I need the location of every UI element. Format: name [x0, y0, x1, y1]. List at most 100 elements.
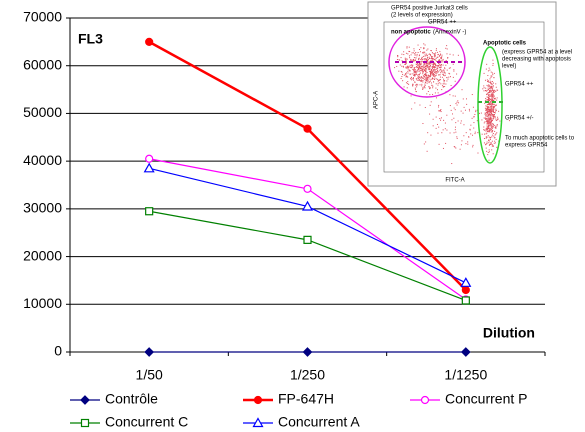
dot [469, 110, 470, 111]
dot [431, 85, 432, 86]
dot [490, 114, 491, 115]
dot [434, 76, 435, 77]
dot [407, 83, 408, 84]
dot [481, 113, 482, 114]
dot [417, 63, 418, 64]
dot [433, 67, 434, 68]
dot [486, 106, 487, 107]
dot [445, 48, 446, 49]
dot [486, 121, 487, 122]
dot [496, 105, 497, 106]
dot [492, 90, 493, 91]
dot [423, 43, 424, 44]
inset-text: GPR54 +/- [505, 116, 534, 122]
dot [438, 127, 439, 128]
dot [485, 114, 486, 115]
dot [491, 95, 492, 96]
dot [404, 75, 405, 76]
dot [413, 48, 414, 49]
dot [415, 88, 416, 89]
dot [455, 96, 456, 97]
dot [424, 58, 425, 59]
dot [485, 118, 486, 119]
y-tick-label: 30000 [23, 200, 62, 216]
dot [489, 130, 490, 131]
dot [405, 58, 406, 59]
dot [432, 52, 433, 53]
dot [417, 70, 418, 71]
dot [419, 105, 420, 106]
dot [443, 129, 444, 130]
dot [485, 90, 486, 91]
dot [431, 56, 432, 57]
dot [447, 79, 448, 80]
dot [470, 133, 471, 134]
dot [456, 74, 457, 75]
dot [483, 85, 484, 86]
dot [487, 129, 488, 130]
y-tick-label: 40000 [23, 152, 62, 168]
dot [437, 85, 438, 86]
dot [498, 111, 499, 112]
dot [437, 89, 438, 90]
dot [434, 59, 435, 60]
dot [407, 71, 408, 72]
dot [438, 83, 439, 84]
dot [429, 57, 430, 58]
y-tick-label: 10000 [23, 295, 62, 311]
dot [477, 132, 478, 133]
dot [396, 66, 397, 67]
dot [426, 76, 427, 77]
dot [430, 54, 431, 55]
dot [422, 123, 423, 124]
dot [427, 60, 428, 61]
dot [444, 86, 445, 87]
dot [408, 84, 409, 85]
dot [415, 52, 416, 53]
dot [495, 105, 496, 106]
inset: GPR54 positive Jurkat3 cells(2 levels of… [368, 2, 575, 186]
dot [428, 77, 429, 78]
dot [492, 95, 493, 96]
dot [433, 64, 434, 65]
dot [473, 122, 474, 123]
dot [494, 117, 495, 118]
dot [423, 52, 424, 53]
dot [455, 122, 456, 123]
dot [443, 70, 444, 71]
dot [425, 56, 426, 57]
dot [487, 131, 488, 132]
dot [440, 74, 441, 75]
dot [412, 66, 413, 67]
dot [494, 131, 495, 132]
dot [488, 140, 489, 141]
dot [487, 108, 488, 109]
dot [435, 71, 436, 72]
dot [436, 71, 437, 72]
dot [491, 121, 492, 122]
dot [494, 141, 495, 142]
dot [422, 71, 423, 72]
dot [483, 126, 484, 127]
dot [442, 61, 443, 62]
dot [492, 120, 493, 121]
dot [436, 75, 437, 76]
dot [439, 111, 440, 112]
dot [415, 60, 416, 61]
dot [445, 123, 446, 124]
dot [421, 57, 422, 58]
dot [432, 94, 433, 95]
dot [416, 72, 417, 73]
dot [407, 67, 408, 68]
dot [486, 151, 487, 152]
dot [446, 130, 447, 131]
dot [491, 105, 492, 106]
dot [435, 52, 436, 53]
dot [492, 119, 493, 120]
inset-text: To much apoptotic cells to [505, 136, 575, 142]
dot [416, 86, 417, 87]
dot [426, 59, 427, 60]
y-tick-label: 20000 [23, 247, 62, 263]
dot [419, 71, 420, 72]
dot [492, 65, 493, 66]
